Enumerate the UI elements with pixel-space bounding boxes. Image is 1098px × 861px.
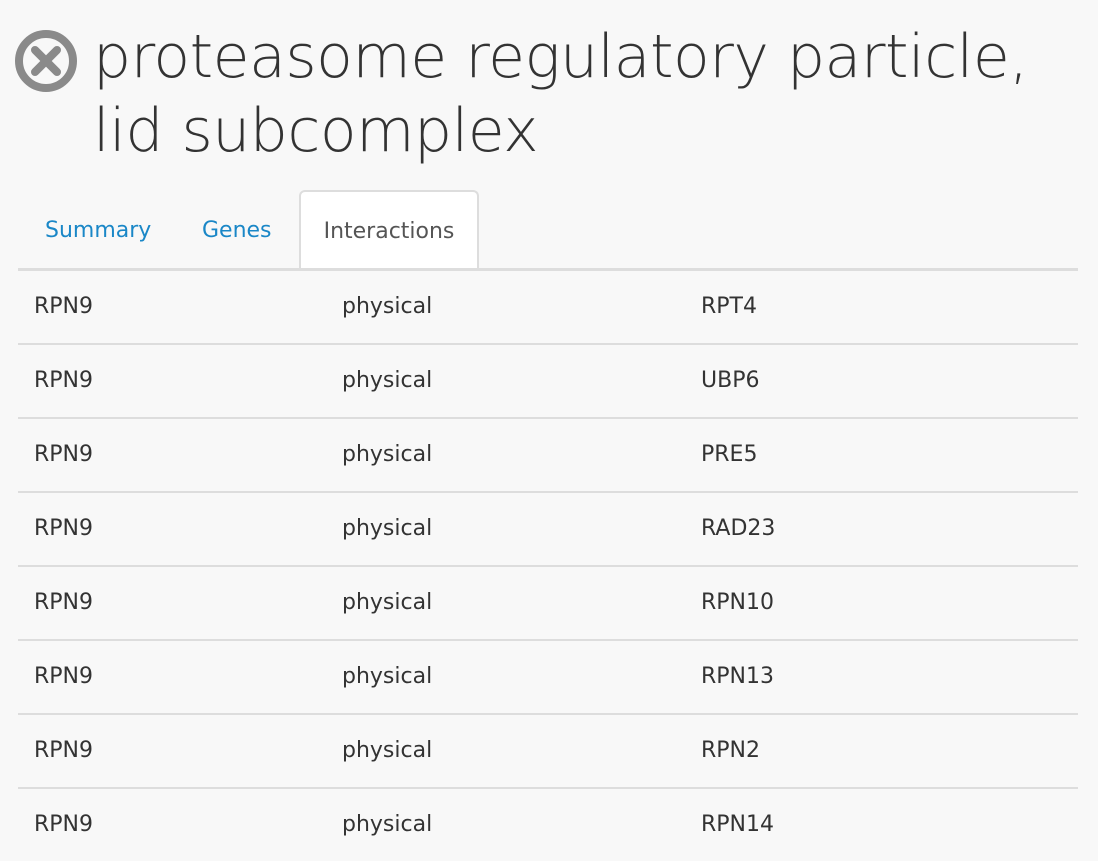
gene-cell: RPN9 bbox=[34, 812, 94, 837]
interaction-type-cell: physical bbox=[342, 812, 433, 837]
gene-cell: RPN9 bbox=[34, 442, 94, 467]
table-row: RPN9 physical RPN13 bbox=[18, 641, 1078, 715]
interaction-type-cell: physical bbox=[342, 664, 433, 689]
partner-cell: PRE5 bbox=[701, 442, 758, 467]
table-row: RPN9 physical UBP6 bbox=[18, 345, 1078, 419]
interaction-type-cell: physical bbox=[342, 294, 433, 319]
table-row: RPN9 physical RPN10 bbox=[18, 567, 1078, 641]
partner-cell: RPN13 bbox=[701, 664, 775, 689]
gene-cell: RPN9 bbox=[34, 516, 94, 541]
interaction-type-cell: physical bbox=[342, 590, 433, 615]
title-block: proteasome regulatory particle, lid subc… bbox=[0, 0, 1098, 190]
tab-bar: Summary Genes Interactions bbox=[18, 190, 1078, 271]
partner-cell: RPN14 bbox=[701, 812, 775, 837]
close-circle-icon[interactable] bbox=[14, 29, 78, 93]
gene-cell: RPN9 bbox=[34, 590, 94, 615]
page-title: proteasome regulatory particle, lid subc… bbox=[93, 22, 1028, 166]
interaction-type-cell: physical bbox=[342, 738, 433, 763]
gene-cell: RPN9 bbox=[34, 368, 94, 393]
table-row: RPN9 physical RAD23 bbox=[18, 493, 1078, 567]
tab-summary[interactable]: Summary bbox=[45, 218, 152, 243]
partner-cell: RPT4 bbox=[701, 294, 757, 319]
partner-cell: RAD23 bbox=[701, 516, 776, 541]
interactions-table: RPN9 physical RPT4 RPN9 physical UBP6 RP… bbox=[18, 271, 1078, 861]
tab-genes[interactable]: Genes bbox=[202, 218, 272, 243]
gene-cell: RPN9 bbox=[34, 294, 94, 319]
table-row: RPN9 physical RPN14 bbox=[18, 789, 1078, 861]
gene-cell: RPN9 bbox=[34, 664, 94, 689]
interaction-type-cell: physical bbox=[342, 442, 433, 467]
interaction-type-cell: physical bbox=[342, 368, 433, 393]
table-row: RPN9 physical RPT4 bbox=[18, 271, 1078, 345]
interaction-type-cell: physical bbox=[342, 516, 433, 541]
gene-cell: RPN9 bbox=[34, 738, 94, 763]
partner-cell: UBP6 bbox=[701, 368, 760, 393]
partner-cell: RPN10 bbox=[701, 590, 775, 615]
tab-interactions[interactable]: Interactions bbox=[299, 190, 479, 268]
table-row: RPN9 physical PRE5 bbox=[18, 419, 1078, 493]
partner-cell: RPN2 bbox=[701, 738, 761, 763]
table-row: RPN9 physical RPN2 bbox=[18, 715, 1078, 789]
